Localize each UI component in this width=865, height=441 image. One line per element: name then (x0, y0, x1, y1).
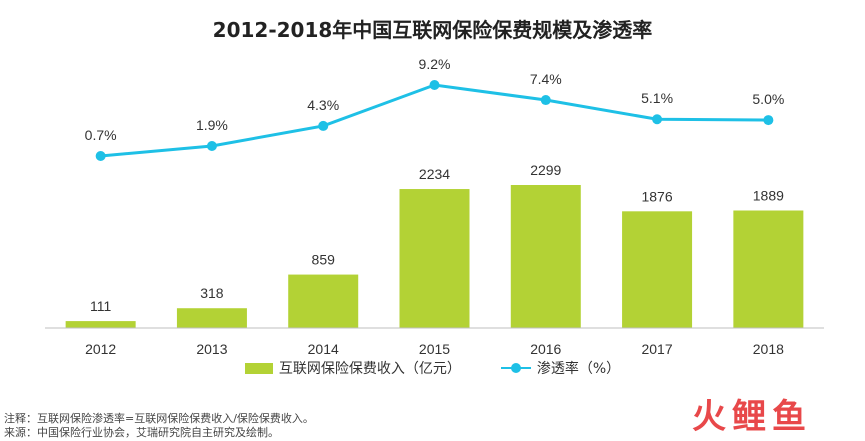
bar-2013 (176, 308, 247, 328)
x-tick-2012: 2012 (85, 341, 116, 357)
line-point-2012 (95, 151, 106, 161)
line-point-2017 (652, 114, 663, 125)
x-tick-2016: 2016 (530, 341, 561, 357)
bar-label-2017: 1876 (641, 188, 672, 204)
bar-label-2016: 2299 (530, 162, 561, 178)
line-layer (95, 80, 774, 161)
line-labels-layer: 0.7% 1.9% 4.3% 9.2% 7.4% 5.1% 5.0% (85, 56, 785, 143)
bar-label-2012: 111 (90, 298, 111, 314)
x-ticks-layer: 2012 2013 2014 2015 2016 2017 2018 (85, 341, 784, 357)
x-tick-2015: 2015 (419, 341, 450, 357)
bar-2018 (733, 210, 804, 328)
x-tick-2017: 2017 (641, 341, 672, 357)
line-label-2014: 4.3% (307, 97, 339, 113)
line-label-2016: 7.4% (530, 71, 562, 87)
x-tick-2014: 2014 (308, 341, 339, 357)
line-label-2017: 5.1% (641, 90, 673, 106)
watermark-logo: 火鲤鱼 (692, 397, 812, 436)
bar-2012 (65, 321, 136, 328)
line-label-2012: 0.7% (85, 127, 117, 143)
bar-label-2015: 2234 (419, 166, 450, 182)
legend-swatch-line (500, 362, 531, 374)
line-label-2015: 9.2% (419, 56, 451, 72)
chart-title: 2012-2018年中国互联网保险保费规模及渗透率 (212, 18, 653, 42)
legend-swatch-bar (244, 362, 273, 374)
legend-label-line: 渗透率（%） (536, 361, 621, 377)
footnote-note: 注释：互联网保险渗透率=互联网保险保费收入/保险保费收入。 (4, 412, 314, 425)
line-point-2018 (763, 115, 774, 126)
bar-2015 (399, 189, 470, 328)
line-label-2018: 5.0% (752, 91, 784, 107)
legend: 互联网保险保费收入（亿元） 渗透率（%） (0, 358, 865, 378)
legend-item-line: 渗透率（%） (500, 358, 621, 378)
bar-label-2013: 318 (200, 285, 224, 301)
footnote-source: 来源：中国保险行业协会，艾瑞研究院自主研究及绘制。 (4, 426, 279, 439)
line-point-2015 (429, 80, 440, 90)
line-point-2016 (540, 95, 551, 106)
legend-label-bar: 互联网保险保费收入（亿元） (278, 361, 461, 377)
bar-2017 (622, 211, 693, 328)
bar-label-2014: 859 (312, 252, 336, 268)
bar-2014 (288, 274, 359, 328)
bar-2016 (510, 185, 581, 328)
bar-labels-layer: 111 318 859 2234 2299 1876 1889 (90, 162, 784, 314)
line-point-2014 (318, 120, 329, 131)
x-tick-2018: 2018 (753, 341, 784, 357)
svg-text:火鲤鱼: 火鲤鱼 (692, 397, 812, 436)
line-label-2013: 1.9% (196, 117, 228, 133)
bar-label-2018: 1889 (753, 188, 784, 204)
footnotes: 注释：互联网保险渗透率=互联网保险保费收入/保险保费收入。 来源：中国保险行业协… (4, 412, 314, 440)
line-point-2013 (206, 140, 217, 151)
legend-item-bar: 互联网保险保费收入（亿元） (244, 358, 461, 378)
x-tick-2013: 2013 (196, 341, 227, 357)
bars-layer (65, 185, 804, 328)
